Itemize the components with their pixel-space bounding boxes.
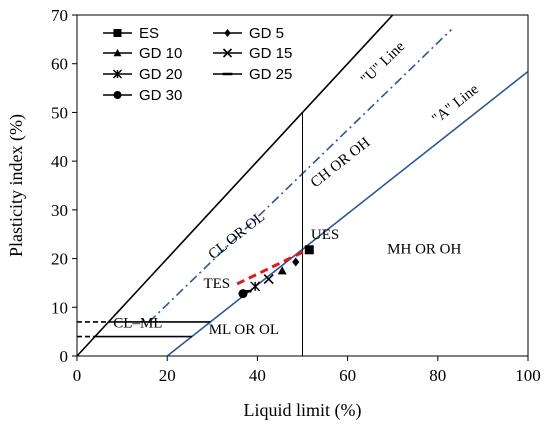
x-tick-label: 100	[515, 366, 541, 385]
zone-label: ML OR OL	[209, 322, 279, 338]
y-tick-label: 10	[51, 298, 68, 317]
y-tick-label: 70	[51, 6, 68, 25]
upper-limit-line	[76, 14, 394, 357]
y-tick-label: 30	[51, 201, 68, 220]
point-gd-10	[277, 266, 287, 275]
legend-label: GD 5	[249, 25, 284, 42]
a-line-label: "A" Line	[429, 81, 482, 127]
chart-lines	[76, 14, 529, 357]
y-tick-label: 20	[51, 250, 68, 269]
point-gd-5	[292, 257, 300, 267]
x-tick-label: 20	[159, 366, 176, 385]
u-line-label: "U" Line	[358, 38, 408, 88]
point-es	[304, 245, 314, 255]
legend-label: GD 30	[139, 87, 182, 104]
y-tick-label: 50	[51, 103, 68, 122]
a-line	[166, 70, 529, 357]
legend-label: GD 10	[139, 45, 182, 62]
point-gd-30	[238, 289, 248, 299]
y-tick-label: 0	[60, 347, 69, 366]
legend-label: GD 15	[249, 45, 292, 62]
legend: ES GD 5 GD 10 GD 15 GD 20 GD 25 GD 30	[103, 25, 292, 104]
point-gd-20	[250, 281, 261, 292]
zone-label: CL OR OL	[206, 209, 268, 263]
u-line	[148, 29, 452, 323]
x-tick-label: 80	[429, 366, 446, 385]
zone-label: TES	[203, 276, 230, 292]
x-axis-title: Liquid limit (%)	[244, 400, 362, 421]
x-tick-label: 40	[249, 366, 266, 385]
x-tick-label: 0	[73, 366, 82, 385]
y-tick-label: 40	[51, 152, 68, 171]
zone-label: CH OR OH	[308, 135, 374, 192]
x-tick-label: 60	[339, 366, 356, 385]
axis-ticks: 0 20 40 60 80 100 0 10 20 30 40 50 60 70	[51, 6, 541, 385]
point-gd-15	[263, 273, 274, 285]
legend-marker	[113, 69, 122, 79]
zone-label: UES	[311, 227, 339, 243]
data-points	[238, 245, 314, 299]
legend-marker	[224, 29, 231, 37]
legend-label: ES	[139, 25, 159, 42]
zone-labels: "U" Line "A" Line CH OR OH CL OR OL MH OR OH…	[113, 38, 482, 338]
legend-marker	[113, 29, 122, 37]
legend-marker	[113, 49, 122, 57]
zone-label: MH OR OH	[387, 242, 461, 258]
y-axis-title: Plasticity index (%)	[6, 114, 27, 257]
y-tick-label: 60	[51, 55, 68, 74]
zone-label: CL–ML	[113, 316, 162, 332]
legend-marker	[113, 91, 122, 99]
trend-line	[236, 246, 313, 286]
legend-label: GD 20	[139, 66, 182, 83]
legend-marker	[222, 48, 233, 58]
legend-label: GD 25	[249, 66, 292, 83]
